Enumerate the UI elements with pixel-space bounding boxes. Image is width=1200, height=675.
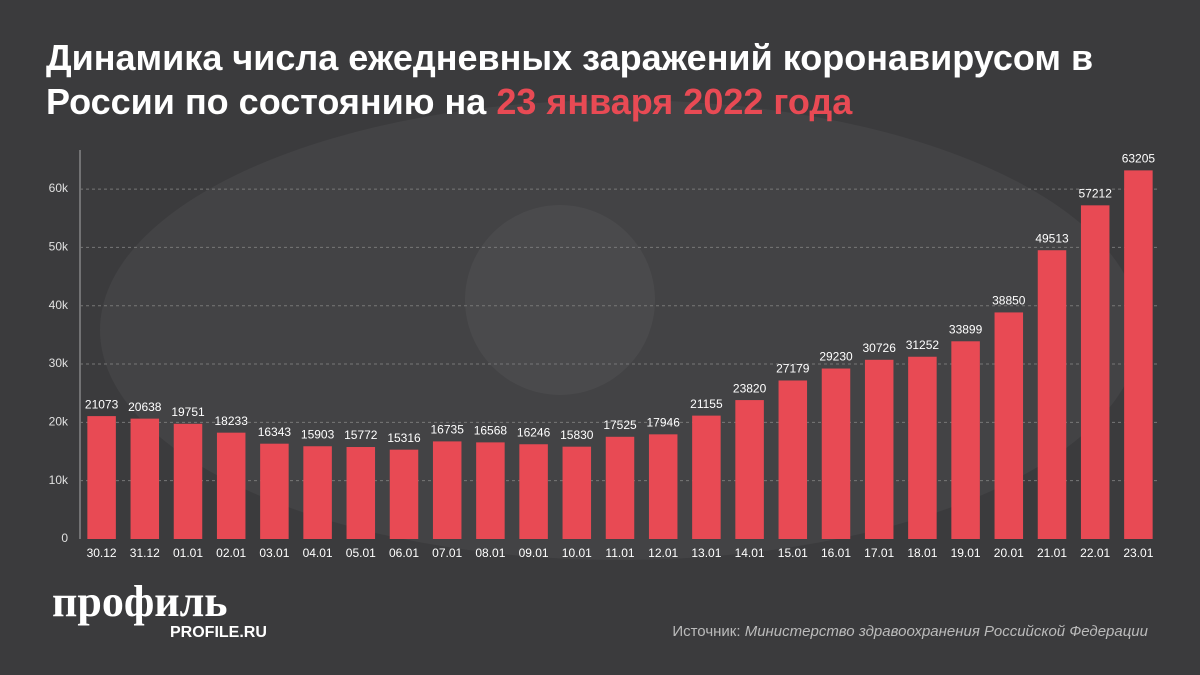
bar [303, 446, 332, 539]
x-tick-label: 02.01 [216, 546, 246, 560]
data-label: 21073 [85, 397, 119, 411]
bar [692, 415, 721, 539]
x-tick-label: 20.01 [994, 546, 1024, 560]
logo: профиль [52, 577, 228, 626]
virus-icon [465, 205, 655, 395]
y-tick-label: 40k [49, 298, 69, 312]
bar [994, 312, 1024, 539]
data-label: 49513 [1035, 231, 1069, 245]
x-tick-label: 22.01 [1080, 546, 1110, 560]
data-label: 18233 [215, 414, 249, 428]
bar [908, 356, 937, 539]
bar [432, 441, 462, 539]
x-tick-label: 15.01 [778, 546, 808, 560]
x-tick-label: 13.01 [691, 546, 721, 560]
data-label: 15316 [387, 431, 421, 445]
bar [476, 442, 505, 539]
bar [519, 444, 548, 539]
source-text: Министерство здравоохранения Российской … [745, 623, 1149, 640]
y-tick-label: 20k [49, 415, 69, 429]
bar [562, 446, 592, 539]
data-label: 17946 [647, 416, 681, 430]
data-label: 15830 [560, 428, 594, 442]
x-tick-label: 17.01 [864, 546, 894, 560]
x-tick-label: 12.01 [648, 546, 678, 560]
data-label: 16343 [258, 425, 292, 439]
logo-site: PROFILE.RU [170, 624, 267, 641]
bar [778, 380, 808, 539]
bar [605, 436, 635, 539]
data-label: 19751 [171, 405, 205, 419]
x-tick-label: 14.01 [735, 546, 765, 560]
source-label: Источник: [672, 623, 740, 640]
data-label: 38850 [992, 294, 1026, 308]
x-tick-label: 21.01 [1037, 546, 1067, 560]
bar [648, 434, 678, 539]
x-tick-label: 09.01 [519, 546, 549, 560]
bar [864, 359, 894, 539]
title-text: Динамика числа ежедневных заражений коро… [46, 37, 1094, 122]
data-label: 23820 [733, 381, 767, 395]
bar [260, 443, 289, 539]
data-label: 15772 [344, 428, 378, 442]
y-tick-label: 60k [49, 181, 69, 195]
bar [1037, 250, 1067, 539]
x-tick-label: 01.01 [173, 546, 203, 560]
bar [216, 432, 246, 539]
bar [1080, 205, 1110, 539]
y-tick-label: 50k [49, 240, 69, 254]
data-label: 57212 [1079, 187, 1113, 201]
x-tick-label: 30.12 [87, 546, 117, 560]
data-label: 63205 [1122, 152, 1156, 166]
bar [389, 449, 419, 539]
bar [130, 418, 160, 539]
x-tick-label: 07.01 [432, 546, 462, 560]
bar [1124, 170, 1153, 540]
x-tick-label: 04.01 [303, 546, 333, 560]
x-tick-label: 23.01 [1123, 546, 1153, 560]
title-date: 23 января 2022 года [496, 81, 853, 122]
data-label: 33899 [949, 322, 983, 336]
data-label: 21155 [690, 397, 723, 411]
y-tick-label: 30k [49, 356, 69, 370]
bar [87, 416, 116, 539]
bar [951, 341, 980, 539]
source: Источник: Министерство здравоохранения Р… [672, 623, 1148, 640]
y-tick-label: 10k [49, 473, 69, 487]
data-label: 20638 [128, 400, 162, 414]
bar [735, 400, 764, 539]
bar [821, 368, 851, 539]
x-tick-label: 05.01 [346, 546, 376, 560]
x-tick-label: 10.01 [562, 546, 592, 560]
data-label: 27179 [776, 362, 810, 376]
data-label: 16246 [517, 425, 551, 439]
data-label: 17525 [603, 418, 637, 432]
data-label: 15903 [301, 427, 335, 441]
data-label: 16568 [474, 424, 508, 438]
x-tick-label: 06.01 [389, 546, 419, 560]
data-label: 29230 [819, 350, 853, 364]
x-tick-label: 16.01 [821, 546, 851, 560]
y-tick-label: 0 [61, 531, 68, 545]
bar [173, 423, 203, 539]
chart-title: Динамика числа ежедневных заражений коро… [46, 36, 1166, 124]
x-tick-label: 31.12 [130, 546, 160, 560]
x-tick-label: 03.01 [259, 546, 289, 560]
data-label: 31252 [906, 338, 940, 352]
bar [346, 447, 376, 539]
data-label: 30726 [863, 341, 897, 355]
x-tick-label: 18.01 [907, 546, 937, 560]
data-label: 16735 [431, 423, 465, 437]
x-tick-label: 19.01 [951, 546, 981, 560]
x-tick-label: 08.01 [475, 546, 505, 560]
x-tick-label: 11.01 [605, 546, 634, 560]
